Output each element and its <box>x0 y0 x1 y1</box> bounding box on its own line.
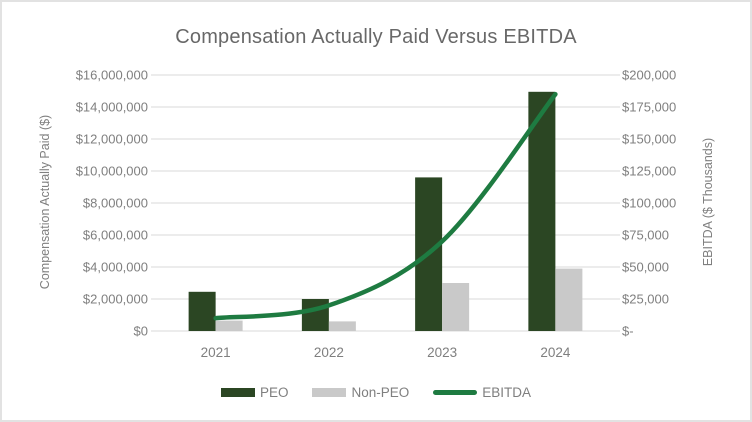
x-axis-label: 2023 <box>427 345 458 360</box>
right-axis-tick-label: $50,000 <box>622 259 669 275</box>
legend-swatch-non-peo <box>312 388 347 397</box>
left-axis-tick-label: $12,000,000 <box>75 131 148 147</box>
right-axis-tick-label: $200,000 <box>622 67 677 83</box>
left-axis-tick-label: $6,000,000 <box>82 227 148 243</box>
right-axis-tick-label: $175,000 <box>622 99 677 115</box>
legend-label: Non-PEO <box>351 385 410 400</box>
right-axis-title: EBITDA ($ Thousands) <box>701 137 715 267</box>
right-axis-tick-label: $25,000 <box>622 291 669 307</box>
x-axis-label: 2021 <box>200 345 231 360</box>
x-axis-label: 2022 <box>313 345 344 360</box>
legend: PEO Non-PEO EBITDA <box>2 385 750 400</box>
legend-swatch-ebitda <box>433 390 478 395</box>
non-peo-bar <box>555 268 583 331</box>
left-axis-tick-label: $0 <box>133 323 148 339</box>
peo-bar <box>528 91 556 331</box>
right-axis-tick-label: $150,000 <box>622 131 677 147</box>
right-axis-tick-label: $100,000 <box>622 195 677 211</box>
left-axis-tick-label: $8,000,000 <box>82 195 148 211</box>
peo-bar <box>188 291 216 331</box>
left-axis-tick-label: $4,000,000 <box>82 259 148 275</box>
left-axis-tick-label: $10,000,000 <box>75 163 148 179</box>
x-axis-label: 2024 <box>540 345 571 360</box>
legend-label: PEO <box>259 385 289 400</box>
non-peo-bar <box>442 283 470 331</box>
left-axis-tick-label: $14,000,000 <box>75 99 148 115</box>
legend-swatch-peo <box>220 388 255 397</box>
legend-item-ebitda: EBITDA <box>433 385 531 400</box>
left-axis-tick-label: $16,000,000 <box>75 67 148 83</box>
non-peo-bar <box>215 320 243 331</box>
left-axis-tick-label: $2,000,000 <box>82 291 148 307</box>
non-peo-bar <box>328 321 356 331</box>
peo-bar <box>301 299 329 331</box>
ebitda-line <box>213 91 558 321</box>
plot-area <box>151 74 620 332</box>
legend-label: EBITDA <box>482 385 532 400</box>
legend-item-non-peo: Non-PEO <box>312 385 409 400</box>
right-axis-tick-label: $75,000 <box>622 227 669 243</box>
legend-item-peo: PEO <box>220 385 289 400</box>
chart-title: Compensation Actually Paid Versus EBITDA <box>175 26 577 48</box>
right-axis-tick-label: $125,000 <box>622 163 677 179</box>
right-axis-tick-label: $- <box>622 323 634 339</box>
